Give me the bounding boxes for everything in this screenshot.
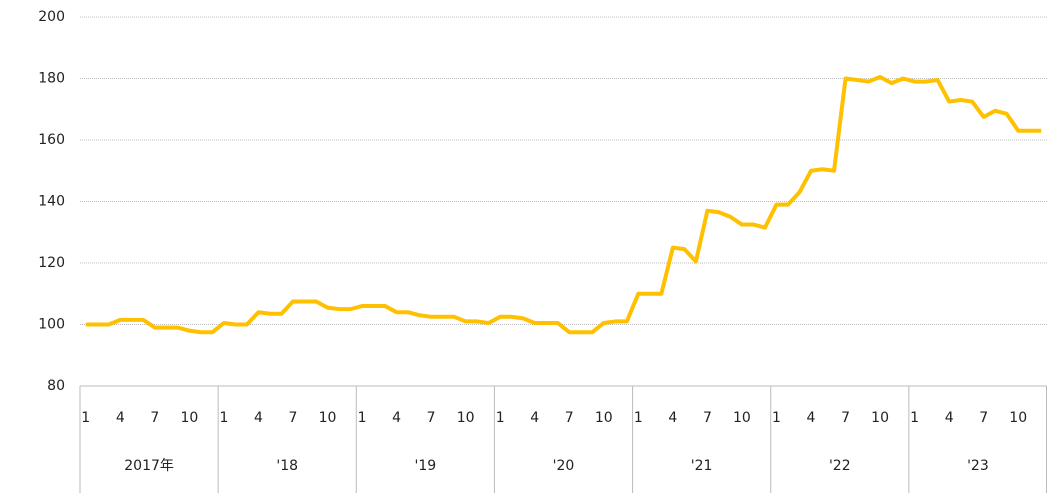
x-tick-label: 10 — [733, 410, 751, 426]
x-tick-label: 1 — [358, 410, 367, 426]
year-label: '22 — [829, 458, 851, 474]
x-tick-label: 4 — [945, 410, 954, 426]
x-tick-label: 7 — [565, 410, 574, 426]
y-tick-label: 160 — [38, 132, 65, 148]
x-tick-label: 4 — [530, 410, 539, 426]
year-label: '23 — [967, 458, 989, 474]
year-label: '20 — [553, 458, 575, 474]
y-tick-label: 100 — [38, 317, 65, 333]
x-tick-label: 1 — [772, 410, 781, 426]
x-tick-label: 1 — [219, 410, 228, 426]
x-tick-label: 10 — [871, 410, 889, 426]
x-tick-label: 7 — [289, 410, 298, 426]
x-tick-label: 7 — [841, 410, 850, 426]
x-tick-label: 10 — [457, 410, 475, 426]
y-tick-label: 200 — [38, 9, 65, 25]
x-tick-label: 1 — [910, 410, 919, 426]
x-tick-label: 1 — [81, 410, 90, 426]
y-tick-label: 120 — [38, 255, 65, 271]
x-tick-label: 7 — [150, 410, 159, 426]
x-tick-label: 1 — [496, 410, 505, 426]
y-tick-label: 140 — [38, 194, 65, 210]
x-tick-label: 4 — [807, 410, 816, 426]
x-tick-label: 10 — [1009, 410, 1027, 426]
data-line — [85, 74, 1042, 335]
y-tick-label: 180 — [38, 71, 65, 87]
x-tick-label: 7 — [703, 410, 712, 426]
year-label: '18 — [276, 458, 298, 474]
year-label: '19 — [415, 458, 437, 474]
x-tick-label: 7 — [979, 410, 988, 426]
x-tick-label: 4 — [254, 410, 263, 426]
x-tick-label: 1 — [634, 410, 643, 426]
year-label: 2017年 — [124, 458, 174, 474]
x-tick-label: 4 — [668, 410, 677, 426]
y-tick-label: 80 — [47, 378, 65, 394]
x-tick-label: 10 — [595, 410, 613, 426]
x-tick-label: 7 — [427, 410, 436, 426]
x-tick-label: 10 — [319, 410, 337, 426]
x-tick-label: 4 — [392, 410, 401, 426]
x-tick-label: 10 — [180, 410, 198, 426]
x-tick-label: 4 — [116, 410, 125, 426]
year-label: '21 — [691, 458, 713, 474]
